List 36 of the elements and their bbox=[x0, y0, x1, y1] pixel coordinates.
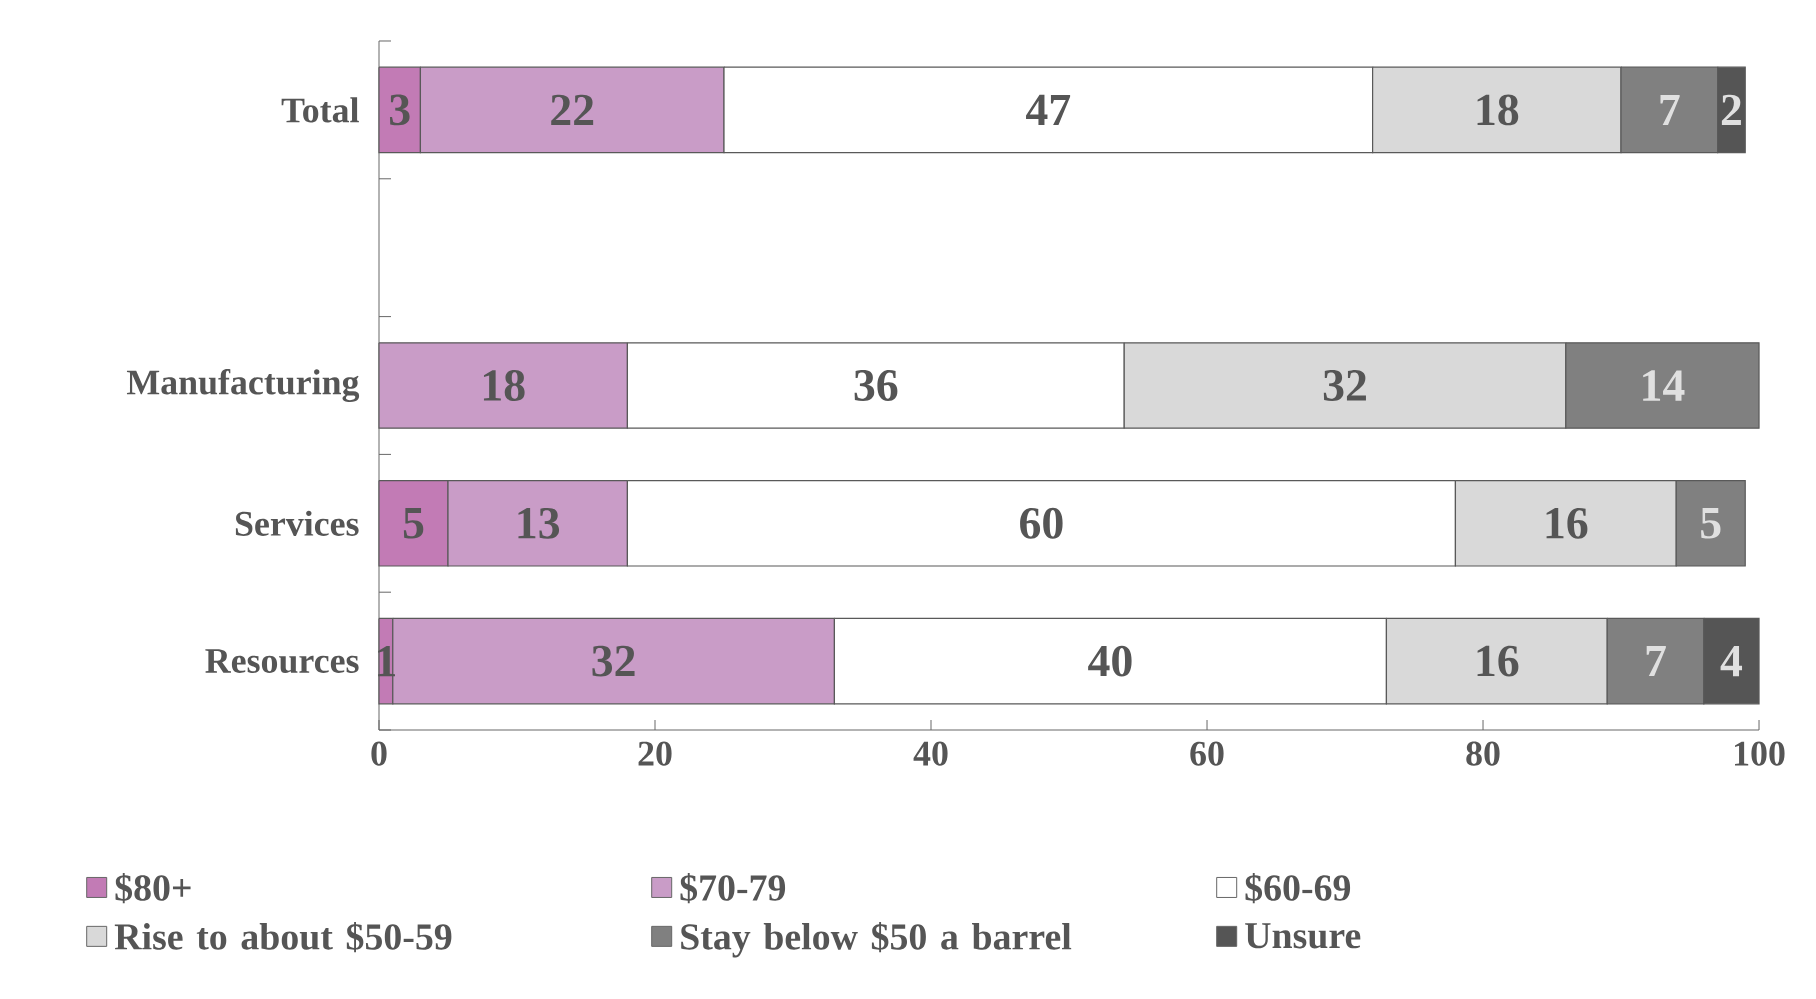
data-label: 7 bbox=[1660, 94, 1680, 125]
legend-label: $80+ bbox=[115, 872, 191, 904]
data-label: 4 bbox=[1720, 646, 1743, 677]
data-label: 32 bbox=[592, 645, 635, 677]
x-tick-label: 60 bbox=[1190, 741, 1224, 766]
data-label: 47 bbox=[1026, 94, 1071, 125]
data-label: 13 bbox=[518, 507, 560, 539]
x-tick-label: 100 bbox=[1735, 741, 1785, 766]
y-tick-label: Services bbox=[235, 510, 359, 536]
data-label: 7 bbox=[1646, 646, 1666, 677]
data-label: 16 bbox=[1546, 507, 1588, 539]
data-label: 36 bbox=[854, 370, 898, 401]
data-label: 14 bbox=[1643, 370, 1685, 401]
data-label: 60 bbox=[1020, 507, 1063, 539]
data-label: 18 bbox=[483, 370, 525, 401]
data-label: 16 bbox=[1477, 645, 1519, 677]
data-label: 5 bbox=[403, 508, 424, 539]
y-tick-label: Total bbox=[281, 97, 359, 123]
legend-label: $70-79 bbox=[680, 872, 786, 904]
data-label: 5 bbox=[1701, 508, 1721, 539]
data-label: 3 bbox=[389, 94, 410, 126]
legend-label: Rise to about $50-59 bbox=[114, 921, 452, 953]
legend-label: $60-69 bbox=[1245, 872, 1351, 904]
y-tick-label: Resources bbox=[205, 649, 359, 674]
x-tick-label: 80 bbox=[1466, 741, 1500, 766]
legend-label: Unsure bbox=[1245, 923, 1361, 949]
data-label: 32 bbox=[1323, 370, 1366, 401]
data-label: 22 bbox=[551, 94, 594, 126]
legend-label: Stay below $50 a barrel bbox=[681, 921, 1072, 958]
data-label: 18 bbox=[1477, 94, 1519, 126]
x-tick-label: 40 bbox=[913, 741, 948, 766]
x-tick-label: 20 bbox=[638, 741, 672, 766]
y-tick-label: Manufacturing bbox=[126, 368, 360, 403]
data-label: 2 bbox=[1721, 94, 1741, 126]
data-label: 40 bbox=[1088, 645, 1132, 677]
x-tick-label: 0 bbox=[371, 741, 387, 766]
